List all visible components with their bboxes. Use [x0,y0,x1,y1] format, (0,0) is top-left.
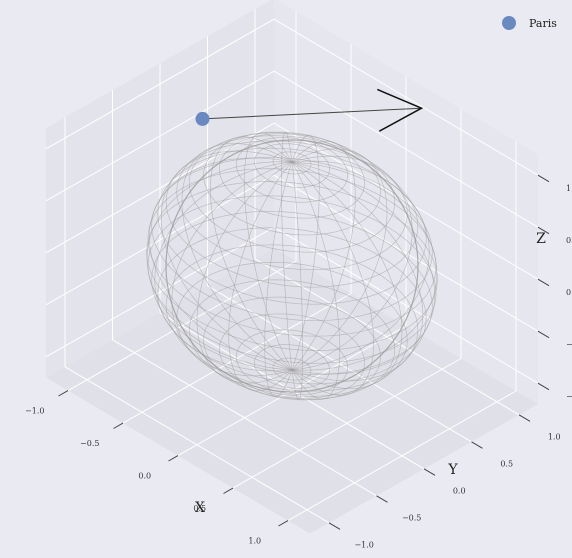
grid-floor-y [254,258,520,416]
legend-marker-paris [502,16,516,30]
sphere-meridian [291,155,413,371]
x-tick-mark [58,390,69,397]
z-tick-label: 0.5 [566,236,572,245]
z-tick-label: 1.0 [566,184,572,193]
y-tick-mark [328,522,341,530]
grid-left-z [45,122,275,254]
sphere-meridian [148,157,293,371]
y-tick-label: −0.5 [402,514,421,523]
sphere-outline [165,139,419,393]
sphere-meridian [264,161,293,398]
grid-back-z [273,70,539,228]
x-tick-label: 0.5 [193,504,206,513]
sphere-meridian [281,131,293,371]
x-tick-mark [168,455,179,462]
axis-ticks: −1.0 −1.0 −1.0 −0.5 −0.5 −0.5 0.0 0.0 0.0 0.5 0.5 0… [25,174,572,550]
sphere-meridian [181,143,293,371]
grid-back-z [273,18,539,176]
sphere-meridian [160,150,293,371]
x-tick-label: −0.5 [80,439,99,448]
sphere-meridian [154,161,293,372]
sphere-meridian [146,161,293,371]
z-tick-mark [537,330,550,339]
sphere-meridian [291,161,403,389]
sphere-meridian [171,161,293,377]
sphere-meridian [209,136,293,371]
y-tick-mark [518,414,531,422]
x-tick-mark [278,520,289,527]
sphere-meridian [291,134,320,371]
grid-back-z [273,122,539,280]
z-axis-label: Z [536,231,546,247]
z-tick-mark [537,382,550,391]
y-tick-label: 0.0 [453,487,466,496]
scatter-point-paris [195,111,210,126]
sphere-meridian [291,161,424,382]
z-tick-mark [537,174,550,183]
grid-floor-y [159,312,425,470]
z-tick-mark [537,278,550,287]
vector-arrow-head [377,88,424,132]
x-tick-label: 0.0 [138,472,151,481]
data-marks [195,88,424,132]
y-tick-mark [423,468,436,476]
grid-floor-x [287,390,517,522]
sphere-meridian [291,161,341,400]
sphere-meridian [291,161,438,371]
x-tick-mark [113,422,124,429]
unit-sphere-wireframe [146,131,438,401]
y-tick-mark [376,495,388,503]
y-tick-label: −1.0 [354,541,373,550]
sphere-meridian [291,161,436,375]
legend: Paris [502,16,557,30]
vector-arrow-shaft [202,107,422,120]
x-tick-label: −1.0 [25,407,44,416]
x-tick-label: 1.0 [248,537,261,546]
y-axis-label: Y [447,462,458,478]
z-tick-mark [537,226,550,235]
x-tick-mark [223,487,234,494]
legend-label-paris: Paris [529,17,557,30]
sphere-meridian [243,132,293,371]
sphere-meridian [291,140,356,371]
y-tick-label: 0.5 [500,460,513,469]
z-tick-label: −0.5 [566,340,572,349]
sphere-meridian [291,161,375,396]
sphere-meridian [228,161,293,392]
z-tick-label: 0.0 [566,288,572,297]
sphere-meridian [291,160,430,371]
axes-gridlines [45,9,539,524]
grid-left-z [45,70,275,202]
y-tick-label: 1.0 [548,433,561,442]
sphere-meridian [291,161,303,401]
grid-floor-x [232,358,462,489]
y-tick-mark [471,441,483,449]
z-tick-label: −1.0 [566,392,572,401]
grid-left-z [45,18,275,150]
x-axis-label: X [195,500,205,516]
